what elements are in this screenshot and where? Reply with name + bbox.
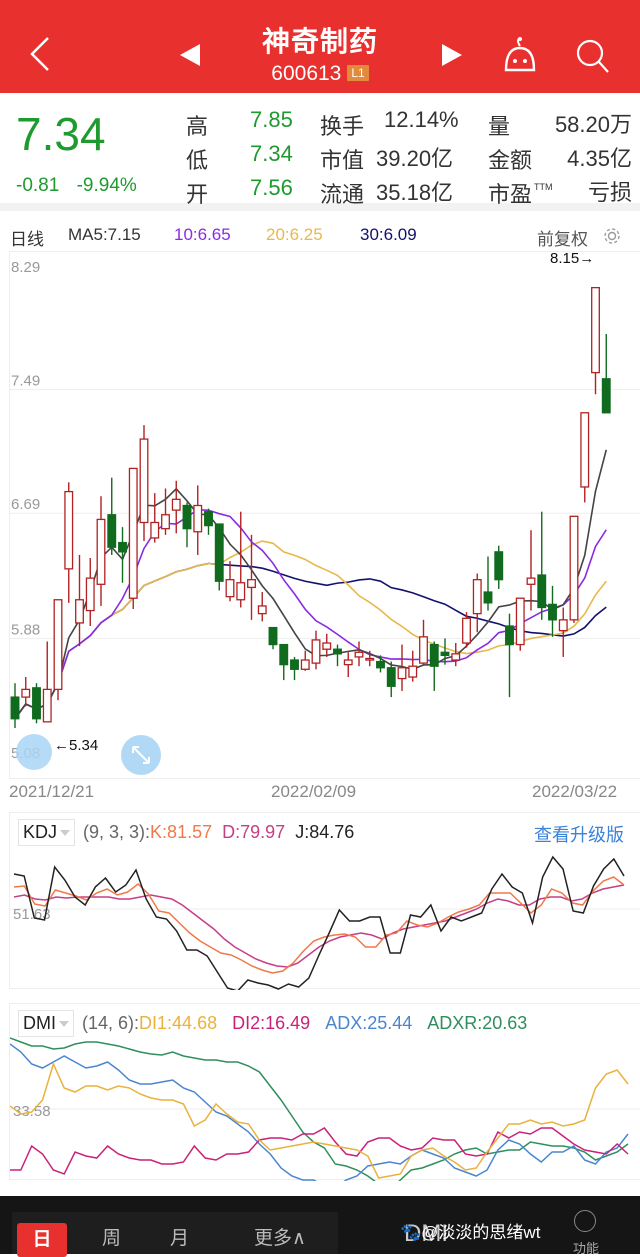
kdj-j: J:84.76 xyxy=(295,822,355,842)
label-volume: 量 xyxy=(488,114,511,139)
kdj-selector[interactable]: KDJ xyxy=(18,819,76,846)
dmi-panel: 33.58 DMI (14, 6):DI1:44.68 DI2:16.49 ADX… xyxy=(9,1003,640,1181)
svg-text:5.88: 5.88 xyxy=(11,621,40,638)
function-label[interactable]: 功能 xyxy=(573,1241,600,1256)
dmi-di1: DI1:44.68 xyxy=(139,1013,218,1033)
value-amount: 4.35亿 xyxy=(567,146,632,171)
value-float-cap: 35.18亿 xyxy=(376,180,454,205)
dmi-selector[interactable]: DMI xyxy=(18,1010,74,1037)
tab-week[interactable]: 周 xyxy=(102,1228,122,1249)
svg-text:8.29: 8.29 xyxy=(11,259,40,276)
svg-text:8.15→: 8.15→ xyxy=(550,252,594,267)
date-start: 2021/12/21 xyxy=(9,782,95,801)
dmi-di2: DI2:16.49 xyxy=(232,1013,311,1033)
tab-more[interactable]: 更多∧ xyxy=(254,1228,306,1249)
value-pe: 亏损 xyxy=(587,180,632,205)
stock-code-row: 600613 L1 xyxy=(0,62,640,86)
ma30-value: 30:6.09 xyxy=(360,225,417,244)
adjust-mode[interactable]: 前复权 xyxy=(537,230,588,249)
value-high: 7.85 xyxy=(250,107,293,132)
back-icon[interactable] xyxy=(26,34,54,74)
label-float-cap: 流通 xyxy=(320,182,365,207)
dropdown-triangle-icon xyxy=(59,1021,69,1027)
dmi-header: DMI (14, 6):DI1:44.68 DI2:16.49 ADX:25.44… xyxy=(18,1010,528,1037)
tab-day[interactable]: 日 xyxy=(17,1223,67,1257)
svg-text:←5.34: ←5.34 xyxy=(54,737,98,754)
change-amount: -0.81 xyxy=(16,175,60,196)
value-low: 7.34 xyxy=(250,141,293,166)
stock-header: 神奇制药 600613 L1 xyxy=(0,0,640,93)
bottom-bar: 日 周 月 更多∧ DMI 🐾@淡淡的思绪wt 功能 xyxy=(0,1196,640,1257)
kdj-d: D:79.97 xyxy=(222,822,286,842)
date-end: 2022/03/22 xyxy=(532,782,618,801)
date-mid: 2022/02/09 xyxy=(271,782,357,801)
stock-name: 神奇制药 xyxy=(261,26,378,57)
kdj-panel: 51.63 KDJ (9, 3, 3):K:81.57 D:79.97 J:84.… xyxy=(9,812,640,990)
watermark: 🐾@淡淡的思绪wt xyxy=(400,1223,541,1242)
dmi-params: (14, 6): xyxy=(82,1013,140,1033)
robot-icon[interactable] xyxy=(502,36,538,76)
ma20-value: 20:6.25 xyxy=(266,225,323,244)
next-stock-icon[interactable] xyxy=(442,44,462,66)
view-upgrade-link[interactable]: 查看升级版 xyxy=(534,825,624,845)
dmi-adx: ADX:25.44 xyxy=(325,1013,413,1033)
value-open: 7.56 xyxy=(250,175,293,200)
label-pe: 市盈 TTM xyxy=(488,182,553,207)
label-open: 开 xyxy=(186,182,209,207)
label-amount: 金额 xyxy=(488,148,533,173)
label-turnover: 换手 xyxy=(320,114,365,139)
change-percent: -9.94% xyxy=(76,175,137,196)
stock-code: 600613 xyxy=(271,62,342,85)
value-market-cap: 39.20亿 xyxy=(376,146,454,171)
ma-legend: 日线 MA5:7.15 10:6.65 20:6.25 30:6.09 前复权 xyxy=(0,219,640,251)
indicator-dmi-button[interactable]: DMI xyxy=(404,1220,448,1247)
kdj-chart: 51.63 xyxy=(10,855,640,990)
kdj-k: K:81.57 xyxy=(150,822,213,842)
price-change: -0.81 -9.94% xyxy=(16,175,137,197)
ma5-value: MA5:7.15 xyxy=(68,225,141,244)
current-price: 7.34 xyxy=(16,108,106,160)
kdj-params: (9, 3, 3): xyxy=(83,822,151,842)
ma10-value: 10:6.65 xyxy=(174,225,231,244)
prev-stock-icon[interactable] xyxy=(180,44,200,66)
level-badge: L1 xyxy=(347,65,369,81)
quote-panel: 7.34 -0.81 -9.94% 高 7.85 低 7.34 开 7.56 换… xyxy=(0,93,640,211)
tab-month[interactable]: 月 xyxy=(170,1228,190,1249)
settings-gear-icon[interactable] xyxy=(602,226,622,246)
dropdown-triangle-icon xyxy=(60,830,71,836)
value-turnover: 12.14% xyxy=(384,107,459,132)
function-icon[interactable] xyxy=(574,1210,596,1232)
label-high: 高 xyxy=(186,114,209,139)
kline-chart[interactable]: 8.297.496.695.885.088.15→←5.34 xyxy=(9,250,640,779)
label-market-cap: 市值 xyxy=(320,148,365,173)
kline-svg: 8.297.496.695.885.088.15→←5.34 xyxy=(10,250,640,775)
period-label[interactable]: 日线 xyxy=(10,230,44,249)
value-volume: 58.20万 xyxy=(554,112,632,137)
kdj-header: KDJ (9, 3, 3):K:81.57 D:79.97 J:84.76 xyxy=(18,819,355,846)
label-low: 低 xyxy=(186,148,209,173)
search-icon[interactable] xyxy=(574,36,612,76)
svg-text:7.49: 7.49 xyxy=(11,373,40,390)
dmi-adxr: ADXR:20.63 xyxy=(427,1013,528,1033)
svg-text:6.69: 6.69 xyxy=(11,496,40,513)
dmi-chart: 33.58 xyxy=(10,1037,640,1181)
